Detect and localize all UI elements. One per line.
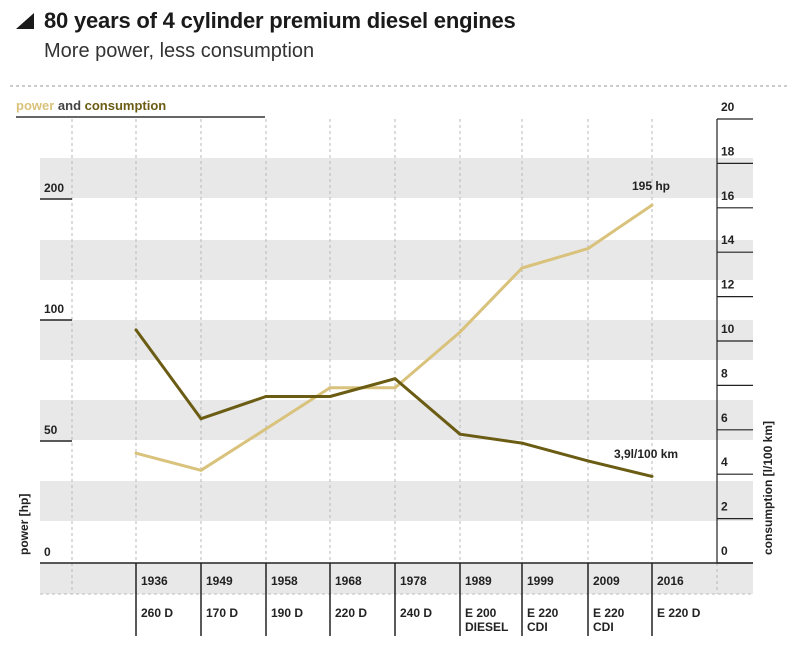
power-end-label: 195 hp	[632, 179, 670, 193]
consumption-point	[458, 432, 462, 436]
year-label: 1958	[271, 574, 298, 588]
right-tick-label: 0	[721, 544, 728, 558]
model-label: E 220	[593, 606, 625, 620]
model-label: E 220 D	[657, 606, 701, 620]
year-label: 1989	[465, 574, 492, 588]
page-title-text: 80 years of 4 cylinder premium diesel en…	[44, 8, 516, 33]
grid-band	[40, 320, 753, 360]
series-lines	[134, 203, 654, 478]
year-label: 2016	[657, 574, 684, 588]
grid-band	[40, 240, 753, 280]
grid-band	[40, 481, 753, 521]
right-tick-label: 20	[721, 100, 735, 114]
consumption-point	[199, 417, 203, 421]
right-tick-label: 14	[721, 233, 735, 247]
grid-band	[40, 158, 753, 198]
annotations: 195 hp 3,9l/100 km	[614, 179, 678, 461]
power-point	[328, 386, 332, 390]
grid-band	[40, 400, 753, 440]
right-tick-label: 12	[721, 278, 735, 292]
model-label: E 200	[465, 606, 497, 620]
model-label: 240 D	[400, 606, 432, 620]
legend: power and consumption	[16, 98, 166, 113]
consumption-point	[393, 377, 397, 381]
year-label: 2009	[593, 574, 620, 588]
right-axis-label: consumption [l/100 km]	[761, 421, 775, 555]
page-subtitle: More power, less consumption	[44, 40, 315, 62]
legend-and: and	[54, 98, 84, 113]
year-label: 1999	[527, 574, 554, 588]
legend-power: power	[16, 98, 54, 113]
power-point	[264, 427, 268, 431]
right-tick-label: 4	[721, 455, 728, 469]
right-tick-label: 10	[721, 322, 735, 336]
year-label: 1968	[335, 574, 362, 588]
left-axis: 0 50 100 200	[40, 181, 72, 559]
right-tick-label: 8	[721, 366, 728, 380]
model-label: CDI	[527, 620, 548, 634]
power-point	[134, 451, 138, 455]
title-block: 80 years of 4 cylinder premium diesel en…	[16, 8, 516, 63]
power-point	[650, 203, 654, 207]
left-tick-label: 200	[44, 181, 64, 195]
model-label: 170 D	[206, 606, 238, 620]
table-header-band	[40, 563, 753, 594]
right-tick-label: 2	[721, 500, 728, 514]
consumption-point	[264, 395, 268, 398]
model-label: DIESEL	[465, 620, 508, 634]
category-table: 1936 260 D 1949 170 D 1958 190 D 1968 220 D 1978…	[135, 563, 701, 636]
power-point	[520, 266, 524, 270]
consumption-point	[328, 395, 332, 398]
consumption-point	[650, 474, 654, 478]
consumption-point	[586, 459, 590, 463]
background-bands	[40, 158, 753, 594]
left-tick-label: 100	[44, 302, 64, 316]
power-point	[199, 468, 203, 472]
power-point	[393, 386, 397, 390]
model-label: 220 D	[335, 606, 367, 620]
left-tick-label: 50	[44, 423, 58, 437]
right-tick-label: 6	[721, 411, 728, 425]
model-label: 190 D	[271, 606, 303, 620]
model-label: CDI	[593, 620, 614, 634]
power-point	[586, 247, 590, 251]
year-label: 1978	[400, 574, 427, 588]
year-label: 1949	[206, 574, 233, 588]
left-tick-label: 0	[44, 545, 51, 559]
consumption-point	[520, 441, 524, 445]
triangle-icon	[16, 13, 34, 29]
right-tick-label: 18	[721, 144, 735, 158]
legend-consumption: consumption	[85, 98, 167, 113]
consumption-point	[134, 328, 138, 332]
right-axis: 0 2 4 6 8 10 12 14 16 18 20	[716, 100, 753, 564]
model-label: 260 D	[141, 606, 173, 620]
right-tick-label: 16	[721, 189, 735, 203]
model-label: E 220	[527, 606, 559, 620]
power-point	[458, 330, 462, 334]
year-label: 1936	[141, 574, 168, 588]
page-title: 80 years of 4 cylinder premium diesel en…	[16, 8, 516, 34]
left-axis-label: power [hp]	[17, 494, 31, 555]
consumption-end-label: 3,9l/100 km	[614, 447, 678, 461]
